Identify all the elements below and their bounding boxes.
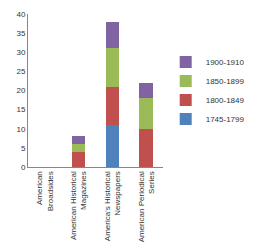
svg-text:35: 35 [16, 29, 25, 38]
svg-text:1850-1899: 1850-1899 [206, 77, 245, 86]
svg-text:30: 30 [16, 48, 25, 57]
svg-text:5: 5 [21, 144, 26, 153]
svg-text:1800-1849: 1800-1849 [206, 96, 245, 105]
svg-text:0: 0 [21, 163, 26, 172]
svg-text:American HistoricalMagazines: American HistoricalMagazines [69, 171, 88, 240]
svg-text:1745-1799: 1745-1799 [206, 115, 245, 124]
svg-text:25: 25 [16, 67, 25, 76]
svg-text:1900-1910: 1900-1910 [206, 58, 245, 67]
svg-text:40: 40 [16, 10, 25, 19]
svg-text:15: 15 [16, 105, 25, 114]
svg-text:10: 10 [16, 125, 25, 134]
svg-text:American PeriodicalSeries: American PeriodicalSeries [137, 171, 156, 242]
svg-text:America's HistoricalNewspapers: America's HistoricalNewspapers [103, 171, 122, 241]
svg-text:AmericanBroadsides: AmericanBroadsides [35, 171, 54, 211]
svg-text:20: 20 [16, 86, 25, 95]
